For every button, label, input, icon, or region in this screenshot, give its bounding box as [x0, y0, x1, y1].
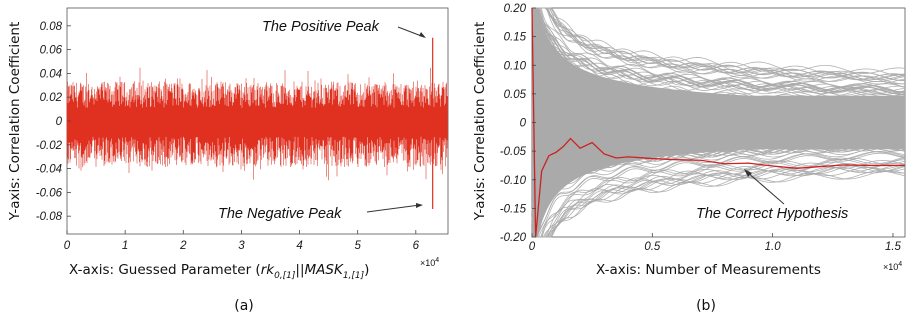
- chart-a-ytick-label: -0.02: [36, 140, 63, 152]
- correct-hypothesis-label: The Correct Hypothesis: [696, 206, 848, 222]
- chart-a-xtick-label: 5: [354, 240, 361, 252]
- negative-peak-arrow: [366, 204, 421, 213]
- chart-a-ylabel: Y-axis: Correlation Coefficient: [7, 22, 23, 222]
- wrong-hypothesis-line: [532, 7, 906, 93]
- chart-a-ytick-label: -0.08: [36, 211, 63, 223]
- chart-a-xtick-label: 4: [296, 240, 302, 252]
- wrong-hypothesis-line: [532, 157, 906, 238]
- chart-b-ytick-label: 0.05: [504, 89, 527, 101]
- wrong-hypothesis-line: [532, 165, 906, 238]
- correct-hypothesis-arrow: [746, 171, 785, 205]
- wrong-hypothesis-line: [532, 7, 906, 88]
- chart-a-series-trace: [66, 67, 448, 181]
- chart-a-xtick-label: 1: [122, 240, 128, 252]
- chart-a-series: [66, 37, 448, 210]
- chart-b-ytick-label: -0.15: [500, 203, 527, 215]
- wrong-hypotheses-core: [532, 8, 905, 237]
- chart-b-ytick-label: -0.20: [500, 232, 527, 244]
- correct-hypothesis-arrowhead: [744, 169, 752, 177]
- wrong-hypothesis-line: [532, 7, 906, 74]
- chart-a-ytick-label: -0.06: [36, 187, 63, 199]
- chart-b-ytick-label: 0.10: [504, 60, 527, 72]
- chart-b-ticks: 0.200.150.100.050-0.05-0.10-0.15-0.200 0.…: [500, 3, 902, 253]
- chart-b-ytick-label: 0: [520, 118, 527, 130]
- chart-a-xtick-label: 2: [179, 240, 187, 252]
- chart-a-xtick-label: 6: [413, 240, 420, 252]
- chart-b: 0.200.150.100.050-0.05-0.10-0.15-0.200 0.…: [472, 3, 906, 314]
- chart-b-ytick-label: -0.05: [500, 146, 527, 158]
- wrong-hypothesis-line: [532, 163, 906, 238]
- negative-peak-label: The Negative Peak: [218, 206, 342, 222]
- chart-a-xtick-label: 0: [64, 240, 71, 252]
- chart-b-xlabel: X-axis: Number of Measurements: [596, 262, 821, 278]
- chart-a-ytick-label: 0: [56, 116, 63, 128]
- chart-a-ytick-label: 0.06: [40, 45, 63, 57]
- wrong-hypothesis-line: [532, 165, 906, 238]
- chart-b-xtick-label: 0.5: [644, 241, 661, 253]
- chart-a-annotations: The Positive Peak The Negative Peak: [218, 19, 426, 222]
- chart-a-x-multiplier: ×104: [420, 257, 439, 268]
- positive-peak-label: The Positive Peak: [262, 19, 380, 35]
- chart-b-ytick-label: -0.10: [500, 175, 527, 187]
- correct-hypothesis-line: [531, 7, 905, 238]
- chart-a-ytick-label: 0.08: [40, 21, 63, 33]
- chart-a-ytick-label: 0.02: [40, 92, 63, 104]
- wrong-hypothesis-line: [531, 7, 906, 96]
- chart-b-xtick-label: 1.0: [765, 241, 782, 253]
- chart-b-ytick-label: 0.15: [504, 32, 527, 44]
- chart-b-ylabel: Y-axis: Correlation Coefficient: [472, 22, 488, 222]
- wrong-hypothesis-line: [532, 7, 906, 81]
- panel-label-a: (a): [234, 298, 254, 314]
- chart-a-ticks: 0.08 0.06 0.04 0.02 0 -0.02 -0.04 -0.06 -0.08 0 1 2…: [36, 21, 420, 252]
- chart-b-ytick-label: 0.20: [504, 3, 527, 15]
- wrong-hypothesis-line: [532, 7, 906, 82]
- wrong-hypothesis-line: [532, 7, 906, 85]
- wrong-hypothesis-line: [532, 152, 906, 238]
- chart-b-xtick-label: 1.5: [885, 241, 902, 253]
- chart-a-ytick-label: -0.04: [36, 164, 62, 176]
- chart-a-xlabel: X-axis: Guessed Parameter (rk0,[1]​||MAS…: [69, 262, 369, 281]
- wrong-hypothesis-line: [532, 7, 906, 94]
- wrong-hypothesis-line: [532, 166, 906, 238]
- chart-a-xtick-label: 3: [238, 240, 245, 252]
- panel-label-b: (b): [696, 298, 716, 314]
- chart-b-x-multiplier: ×104: [883, 261, 902, 272]
- chart-a: 0.08 0.06 0.04 0.02 0 -0.02 -0.04 -0.06 -0.08 0 1 2…: [7, 7, 449, 314]
- wrong-hypothesis-line: [532, 7, 906, 82]
- wrong-hypothesis-line: [532, 7, 906, 80]
- negative-peak-arrowhead: [416, 203, 423, 208]
- positive-peak-arrowhead: [419, 32, 426, 38]
- wrong-hypothesis-line: [532, 151, 906, 238]
- wrong-hypothesis-line: [532, 7, 906, 96]
- chart-b-xtick-label: 0: [529, 241, 536, 253]
- chart-a-ytick-label: 0.04: [40, 68, 62, 80]
